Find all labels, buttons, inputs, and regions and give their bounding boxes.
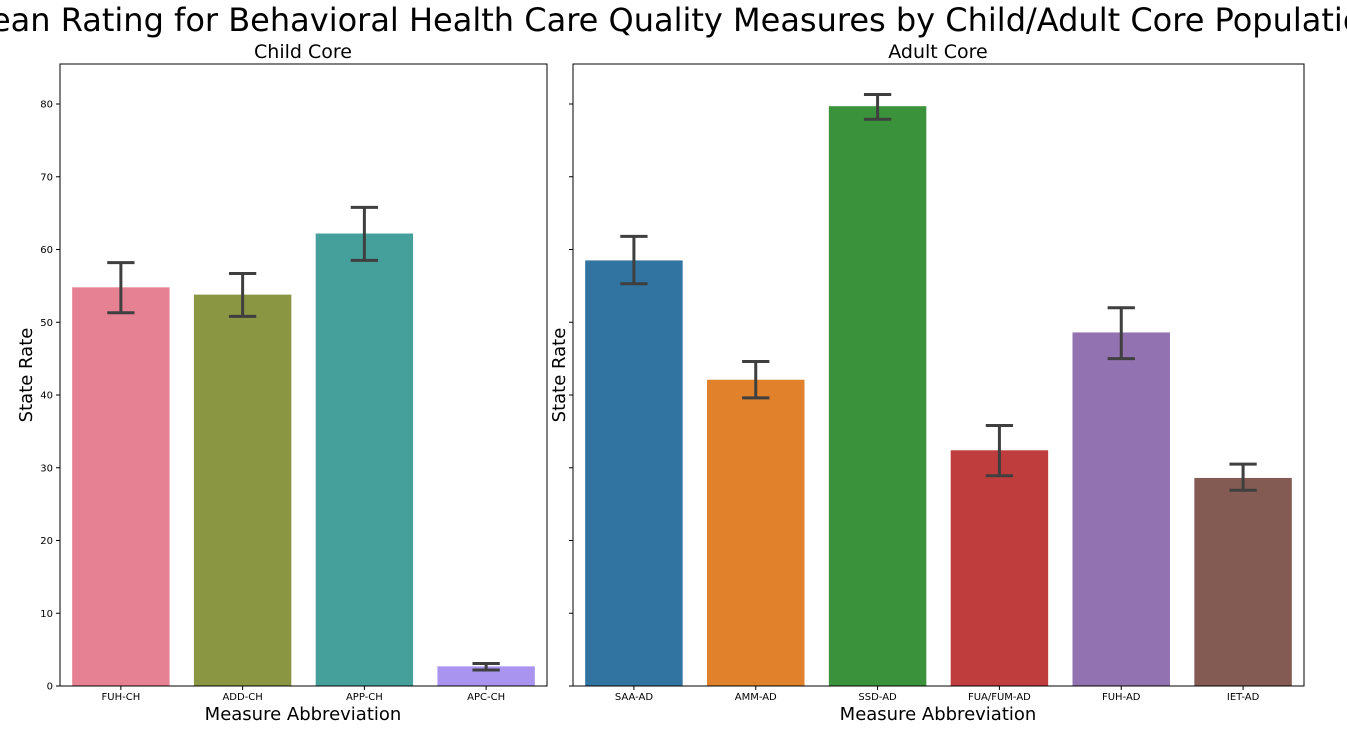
adult-error-bar xyxy=(620,234,648,286)
child-bar-add-ch xyxy=(193,294,292,686)
child-bar-app-ch xyxy=(315,233,414,686)
adult-xtick-label: SAA-AD xyxy=(615,692,654,703)
adult-bar-fua-fum-ad xyxy=(950,450,1049,686)
child-error-bar xyxy=(350,205,379,262)
adult-error-bar xyxy=(863,93,892,121)
adult-xtick-label: IET-AD xyxy=(1227,692,1260,703)
adult-xtick-label: FUH-AD xyxy=(1102,692,1141,703)
adult-core-title: Adult Core xyxy=(888,41,988,63)
adult-xtick-label: AMM-AD xyxy=(735,692,777,703)
adult-bar-ssd-ad xyxy=(828,106,927,686)
child-ytick-label: 20 xyxy=(40,536,53,547)
child-core-plot-area: 0 10 20 30 40 50 60 70 80 FUH-CH ADD-CH APP-CH APC-C… xyxy=(40,63,548,703)
child-xtick-label: APC-CH xyxy=(467,692,505,703)
child-xtick-label: FUH-CH xyxy=(102,692,141,703)
adult-error-bar xyxy=(1229,462,1257,492)
adult-axes-frame xyxy=(572,63,1305,687)
child-bar-fuh-ch xyxy=(72,287,170,686)
child-error-bar xyxy=(228,272,257,318)
child-error-bar xyxy=(472,661,500,672)
adult-core-xlabel: Measure Abbreviation xyxy=(840,704,1037,725)
child-ytick-label: 80 xyxy=(40,100,53,111)
child-ytick-label: 60 xyxy=(40,245,53,256)
child-ytick-label: 40 xyxy=(40,391,53,402)
adult-bar-fuh-ad xyxy=(1072,332,1170,686)
adult-error-bar xyxy=(1107,306,1135,361)
child-core-title: Child Core xyxy=(254,41,352,63)
adult-bar-saa-ad xyxy=(585,260,683,686)
adult-bar-amm-ad xyxy=(707,379,805,686)
child-core-xlabel: Measure Abbreviation xyxy=(205,704,402,725)
child-ytick-label: 50 xyxy=(40,318,53,329)
child-ytick-label: 0 xyxy=(47,682,53,693)
child-ytick-label: 30 xyxy=(40,463,53,474)
adult-error-bar xyxy=(985,424,1014,478)
child-xtick-label: APP-CH xyxy=(346,692,383,703)
child-ytick-label: 70 xyxy=(40,172,53,183)
adult-xtick-label: SSD-AD xyxy=(858,692,897,703)
child-ytick-label: 10 xyxy=(40,609,53,620)
child-bar-apc-ch xyxy=(437,666,535,686)
child-axes-frame xyxy=(59,63,548,687)
child-core-ylabel: State Rate xyxy=(16,328,37,423)
child-xtick-label: ADD-CH xyxy=(222,692,262,703)
adult-error-bar xyxy=(742,360,770,400)
adult-core-plot-area: SAA-AD AMM-AD SSD-AD FUA/FUM-AD FUH-AD IET-AD xyxy=(569,63,1305,703)
adult-xtick-label: FUA/FUM-AD xyxy=(968,692,1031,703)
child-core-panel: Child Core State Rate Measure Abbreviati… xyxy=(16,41,548,725)
child-error-bar xyxy=(107,261,135,315)
adult-bar-iet-ad xyxy=(1194,477,1292,686)
adult-core-panel: Adult Core State Rate Measure Abbreviati… xyxy=(549,41,1305,725)
figure-title: Mean Rating for Behavioral Health Care Q… xyxy=(0,1,1347,39)
adult-core-ylabel: State Rate xyxy=(549,328,570,423)
